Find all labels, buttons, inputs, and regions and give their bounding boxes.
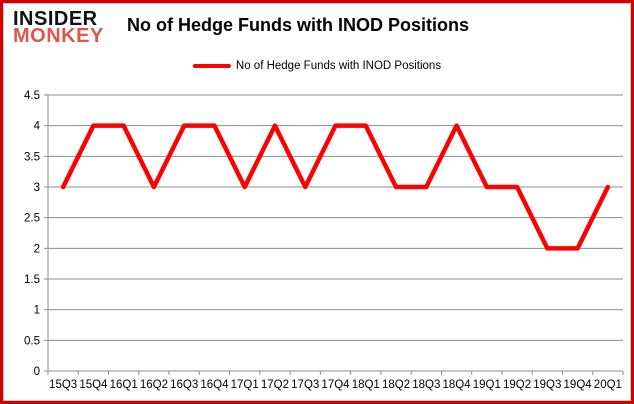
svg-text:4.5: 4.5 <box>24 90 40 102</box>
legend: No of Hedge Funds with INOD Positions <box>192 60 442 72</box>
svg-text:2: 2 <box>34 243 40 255</box>
logo-text-insider: INSIDER <box>13 8 98 30</box>
svg-text:16Q1: 16Q1 <box>110 379 138 391</box>
svg-text:17Q3: 17Q3 <box>291 379 319 391</box>
svg-text:0.5: 0.5 <box>24 335 40 347</box>
x-axis-labels: 15Q3 15Q4 16Q1 16Q2 16Q3 16Q4 17Q1 17Q2 17Q3 17Q4… <box>49 379 622 391</box>
svg-text:2.5: 2.5 <box>24 213 40 225</box>
svg-text:19Q4: 19Q4 <box>564 379 593 391</box>
svg-text:3.5: 3.5 <box>24 151 40 163</box>
svg-text:16Q4: 16Q4 <box>200 379 229 391</box>
svg-text:18Q3: 18Q3 <box>412 379 440 391</box>
svg-text:1.5: 1.5 <box>24 274 40 286</box>
svg-text:17Q4: 17Q4 <box>321 379 350 391</box>
chart-title: No of Hedge Funds with INOD Positions <box>127 15 469 35</box>
svg-text:19Q3: 19Q3 <box>533 379 561 391</box>
legend-label: No of Hedge Funds with INOD Positions <box>235 60 442 72</box>
svg-text:20Q1: 20Q1 <box>594 379 622 391</box>
y-axis-labels: 0 0.5 1 1.5 2 2.5 3 3.5 4 4.5 <box>24 90 41 378</box>
svg-text:18Q2: 18Q2 <box>382 379 410 391</box>
line-chart-canvas: 0 0.5 1 1.5 2 2.5 3 3.5 4 4.5 15Q3 15Q4 16Q1 16Q2 16Q3… <box>24 90 624 391</box>
svg-text:15Q3: 15Q3 <box>49 379 77 391</box>
svg-text:4: 4 <box>34 121 41 133</box>
insider-monkey-logo: INSIDER MONKEY <box>13 8 104 47</box>
logo-text-monkey: MONKEY <box>13 25 104 47</box>
axis-ticks <box>44 94 624 375</box>
svg-text:19Q1: 19Q1 <box>473 379 501 391</box>
svg-text:1: 1 <box>34 305 40 317</box>
svg-text:15Q4: 15Q4 <box>79 379 108 391</box>
svg-text:0: 0 <box>34 366 40 378</box>
svg-text:3: 3 <box>34 182 40 194</box>
svg-text:19Q2: 19Q2 <box>503 379 531 391</box>
series-line <box>60 123 611 251</box>
axes <box>47 95 623 372</box>
svg-text:16Q2: 16Q2 <box>140 379 168 391</box>
svg-text:17Q1: 17Q1 <box>231 379 259 391</box>
svg-text:17Q2: 17Q2 <box>261 379 289 391</box>
legend-line-swatch-icon <box>192 64 231 68</box>
svg-text:18Q1: 18Q1 <box>352 379 380 391</box>
svg-text:18Q4: 18Q4 <box>442 379 471 391</box>
y-gridlines <box>48 94 623 341</box>
svg-text:16Q3: 16Q3 <box>170 379 198 391</box>
